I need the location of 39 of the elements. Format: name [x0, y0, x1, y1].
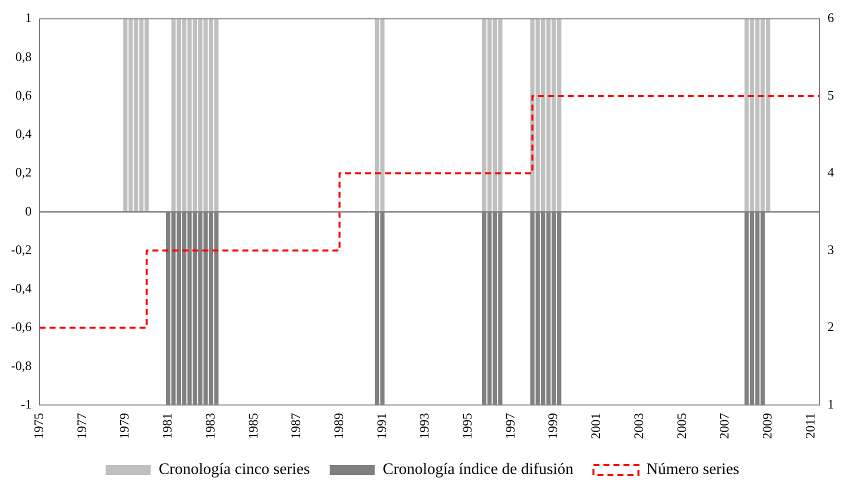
y-tick-label: 0,6	[15, 87, 32, 102]
x-tick-label: 2003	[630, 413, 646, 439]
x-tick-label: 1997	[502, 412, 518, 439]
y-tick-label: -0,6	[10, 319, 32, 334]
x-tick-label: 1987	[288, 412, 304, 439]
x-tick-label: 1977	[74, 412, 89, 439]
x-tick-label: 2009	[760, 413, 774, 439]
x-tick-label: 1995	[460, 413, 475, 439]
legend-label: Número series	[646, 461, 740, 478]
x-tick-label: 1993	[416, 413, 432, 439]
y2-tick-label: 5	[828, 87, 834, 102]
x-tick-label: 1985	[245, 413, 260, 439]
y-tick-label: 0,4	[15, 126, 32, 142]
y2-tick-label: 3	[828, 242, 834, 257]
legend-label: Cronología cinco series	[158, 461, 310, 478]
y2-tick-label: 2	[828, 319, 834, 334]
y-tick-label: -1	[20, 396, 32, 412]
x-tick-label: 2001	[588, 413, 604, 439]
x-tick-label: 2005	[674, 413, 689, 439]
x-tick-label: 2011	[802, 413, 818, 439]
y-tick-label: -0,2	[10, 242, 32, 257]
x-tick-label: 1975	[31, 413, 46, 439]
x-tick-label: 2007	[716, 412, 732, 439]
y-tick-label: 0,8	[15, 48, 32, 64]
y-tick-label: 0	[25, 203, 32, 218]
y-tick-label: 0,2	[15, 164, 32, 180]
x-tick-label: 1991	[374, 413, 389, 439]
y2-tick-label: 1	[828, 396, 834, 412]
y-tick-label: -0,8	[10, 358, 32, 373]
y-tick-label: -0,4	[10, 280, 32, 296]
x-tick-label: 1999	[545, 413, 560, 439]
legend-label: Cronología índice de difusión	[382, 461, 574, 478]
y-tick-label: 1	[25, 10, 32, 26]
y2-tick-label: 4	[828, 164, 834, 180]
x-tick-label: 1983	[202, 413, 218, 439]
x-tick-label: 1981	[160, 413, 175, 439]
x-tick-label: 1979	[116, 413, 132, 439]
y2-tick-label: 6	[828, 10, 834, 26]
x-tick-label: 1989	[330, 413, 346, 439]
